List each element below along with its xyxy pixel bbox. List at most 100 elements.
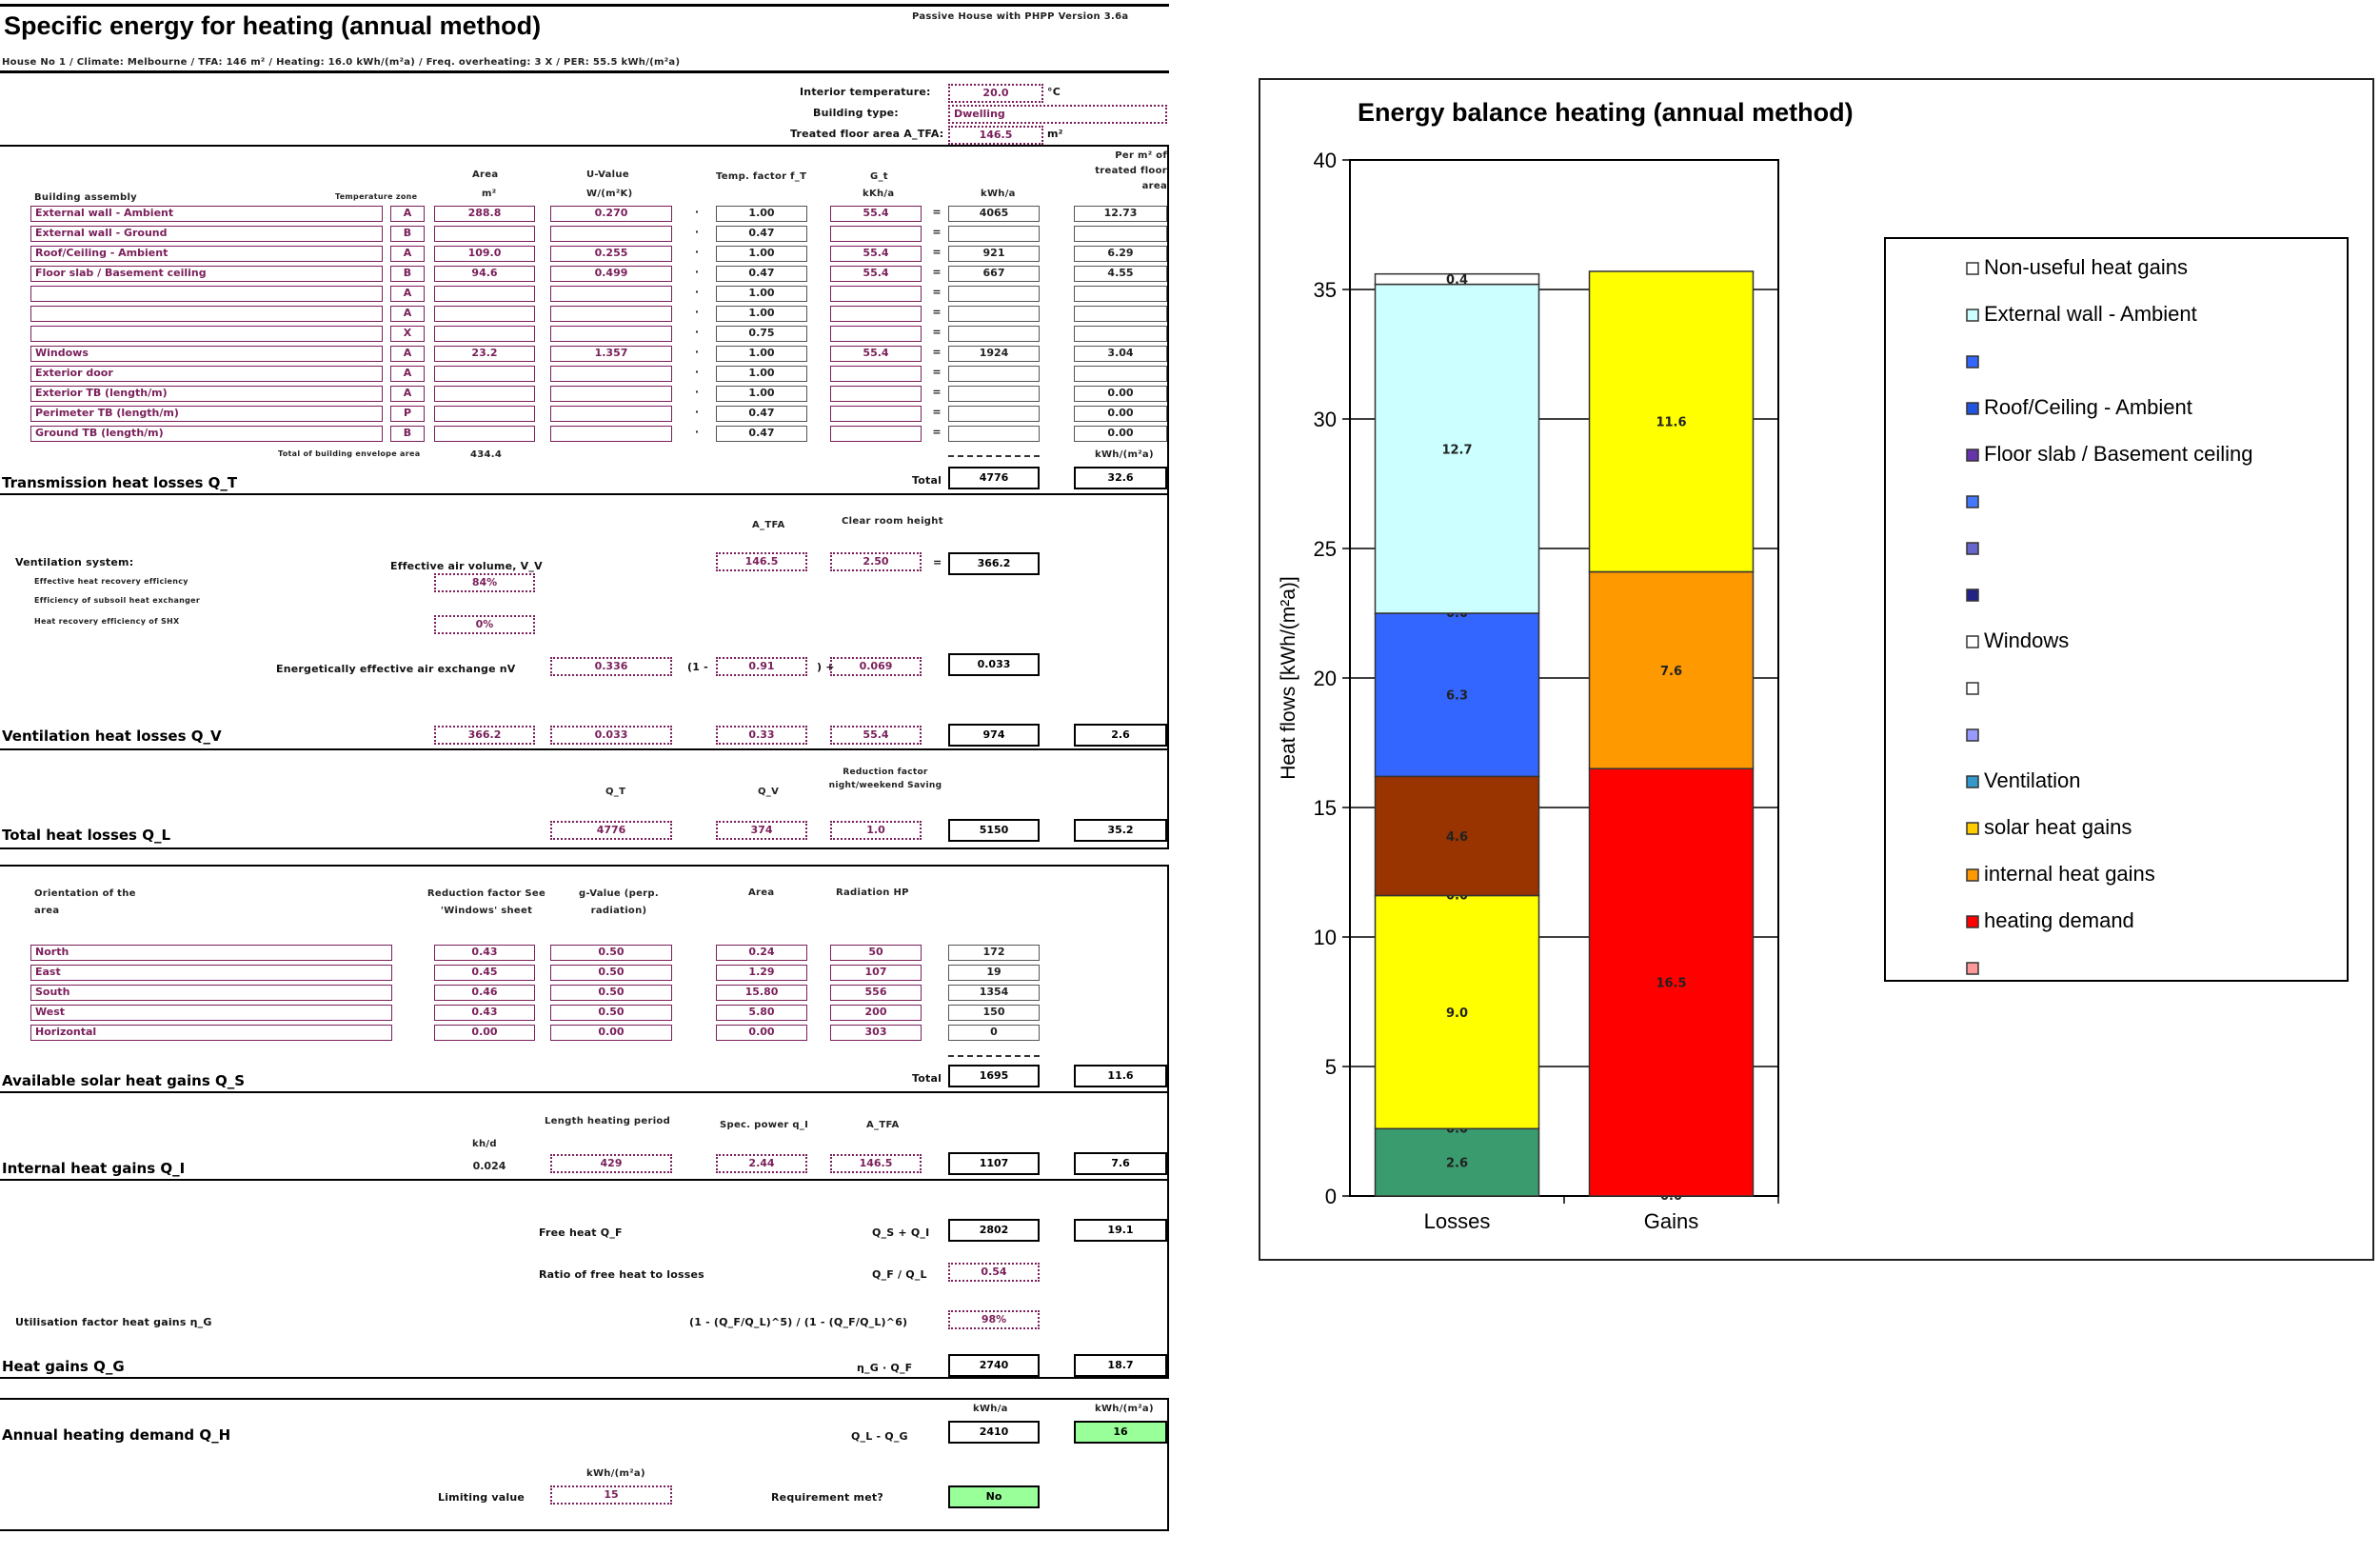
- area-cell[interactable]: 288.8: [434, 206, 535, 222]
- radiation-cell: 50: [830, 945, 922, 961]
- equals: =: [932, 286, 942, 298]
- interior-temp-unit: °C: [1047, 86, 1061, 98]
- assembly-name[interactable]: [30, 326, 383, 342]
- data-label: 16.5: [1656, 977, 1686, 991]
- area-cell[interactable]: [434, 306, 535, 322]
- uvalue-cell[interactable]: 0.270: [550, 206, 672, 222]
- assembly-name[interactable]: Roof/Ceiling - Ambient: [30, 246, 383, 262]
- interior-temp-label: Interior temperature:: [800, 86, 931, 98]
- software-version: Passive House with PHPP Version 3.6a: [912, 11, 1129, 22]
- limit-value[interactable]: 15: [550, 1485, 672, 1505]
- area-cell[interactable]: [434, 366, 535, 382]
- uvalue-cell[interactable]: 1.357: [550, 346, 672, 362]
- vent-a-tfa: 146.5: [716, 552, 807, 571]
- area-cell[interactable]: [434, 426, 535, 442]
- legend-swatch: [1966, 542, 1979, 555]
- assembly-name[interactable]: External wall - Ambient: [30, 206, 383, 222]
- per-unit-2: kWh/(m²a): [1095, 1404, 1154, 1414]
- legend-swatch: [1966, 262, 1979, 275]
- area-cell[interactable]: 23.2: [434, 346, 535, 362]
- q-cell: 667: [948, 266, 1040, 282]
- eta-shx[interactable]: 0%: [434, 615, 535, 634]
- eta-hr[interactable]: 84%: [434, 573, 535, 592]
- temp-zone[interactable]: A: [390, 386, 425, 402]
- uvalue-cell[interactable]: [550, 326, 672, 342]
- assembly-name[interactable]: Floor slab / Basement ceiling: [30, 266, 383, 282]
- tfa-unit: m²: [1047, 128, 1063, 140]
- col-uvalue: U-Value: [586, 169, 629, 180]
- temp-factor-cell: 1.00: [716, 206, 807, 222]
- building-type-select[interactable]: Dwelling: [948, 105, 1167, 124]
- assembly-name[interactable]: [30, 306, 383, 322]
- temp-zone[interactable]: X: [390, 326, 425, 342]
- area-cell[interactable]: [434, 286, 535, 302]
- g-cell: [830, 426, 922, 442]
- uvalue-cell[interactable]: [550, 406, 672, 422]
- interior-temp-input[interactable]: 20.0: [948, 84, 1043, 103]
- g-cell: [830, 366, 922, 382]
- tfa-label: Treated floor area A_TFA:: [790, 128, 944, 140]
- per-cell: 0.00: [1074, 406, 1167, 422]
- mult: ·: [694, 386, 700, 398]
- area-cell[interactable]: [434, 386, 535, 402]
- solar-area-cell: 5.80: [716, 1005, 807, 1021]
- gains-heading: Heat gains Q_G: [2, 1358, 125, 1375]
- air-exchange-label: Energetically effective air exchange nV: [276, 663, 516, 675]
- area-cell[interactable]: [434, 406, 535, 422]
- temp-zone[interactable]: A: [390, 246, 425, 262]
- uvalue-cell[interactable]: [550, 306, 672, 322]
- temp-zone[interactable]: P: [390, 406, 425, 422]
- orientation-name: North: [30, 945, 392, 961]
- temp-factor-cell: 1.00: [716, 246, 807, 262]
- y-tick-label: 0: [1325, 1185, 1337, 1208]
- uvalue-cell[interactable]: [550, 426, 672, 442]
- area-cell[interactable]: [434, 226, 535, 242]
- assembly-name[interactable]: [30, 286, 383, 302]
- tl-factor[interactable]: 1.0: [830, 821, 922, 840]
- tl-qv: 374: [716, 821, 807, 840]
- assembly-name[interactable]: Ground TB (length/m): [30, 426, 383, 442]
- area-cell[interactable]: 109.0: [434, 246, 535, 262]
- spec-power[interactable]: 2.44: [716, 1154, 807, 1173]
- temp-zone[interactable]: A: [390, 206, 425, 222]
- divider: [0, 70, 1169, 73]
- temp-zone[interactable]: B: [390, 226, 425, 242]
- assembly-name[interactable]: Exterior TB (length/m): [30, 386, 383, 402]
- assembly-name[interactable]: Windows: [30, 346, 383, 362]
- uvalue-cell[interactable]: 0.255: [550, 246, 672, 262]
- col-area-unit: m²: [482, 189, 497, 199]
- uvalue-cell[interactable]: [550, 286, 672, 302]
- per-cell: 6.29: [1074, 246, 1167, 262]
- vent-height[interactable]: 2.50: [830, 552, 922, 571]
- area-cell[interactable]: [434, 326, 535, 342]
- solar-total: 1695: [948, 1065, 1040, 1087]
- qg-formula: η_G · Q_F: [857, 1362, 913, 1374]
- uvalue-cell[interactable]: 0.499: [550, 266, 672, 282]
- g-cell: 55.4: [830, 246, 922, 262]
- radiation-cell: 107: [830, 965, 922, 981]
- assembly-name[interactable]: Perimeter TB (length/m): [30, 406, 383, 422]
- heating-days[interactable]: 429: [550, 1154, 672, 1173]
- uvalue-cell[interactable]: [550, 226, 672, 242]
- gvalue-cell: 0.50: [550, 965, 672, 981]
- radiation-cell: 556: [830, 985, 922, 1001]
- envelope-area: 434.4: [470, 449, 503, 460]
- temp-zone[interactable]: A: [390, 366, 425, 382]
- legend-swatch: [1966, 822, 1979, 835]
- temp-zone[interactable]: B: [390, 266, 425, 282]
- q-cell: [948, 226, 1040, 242]
- legend-swatch: [1966, 449, 1979, 462]
- q-cell: [948, 406, 1040, 422]
- temp-zone[interactable]: A: [390, 346, 425, 362]
- temp-zone[interactable]: A: [390, 306, 425, 322]
- assembly-name[interactable]: External wall - Ground: [30, 226, 383, 242]
- assembly-name[interactable]: Exterior door: [30, 366, 383, 382]
- uvalue-cell[interactable]: [550, 386, 672, 402]
- uvalue-cell[interactable]: [550, 366, 672, 382]
- temp-zone[interactable]: A: [390, 286, 425, 302]
- temp-zone[interactable]: B: [390, 426, 425, 442]
- area-cell[interactable]: 94.6: [434, 266, 535, 282]
- per-cell: 0.00: [1074, 386, 1167, 402]
- data-label: 12.7: [1441, 443, 1472, 457]
- internal-area: 146.5: [830, 1154, 922, 1173]
